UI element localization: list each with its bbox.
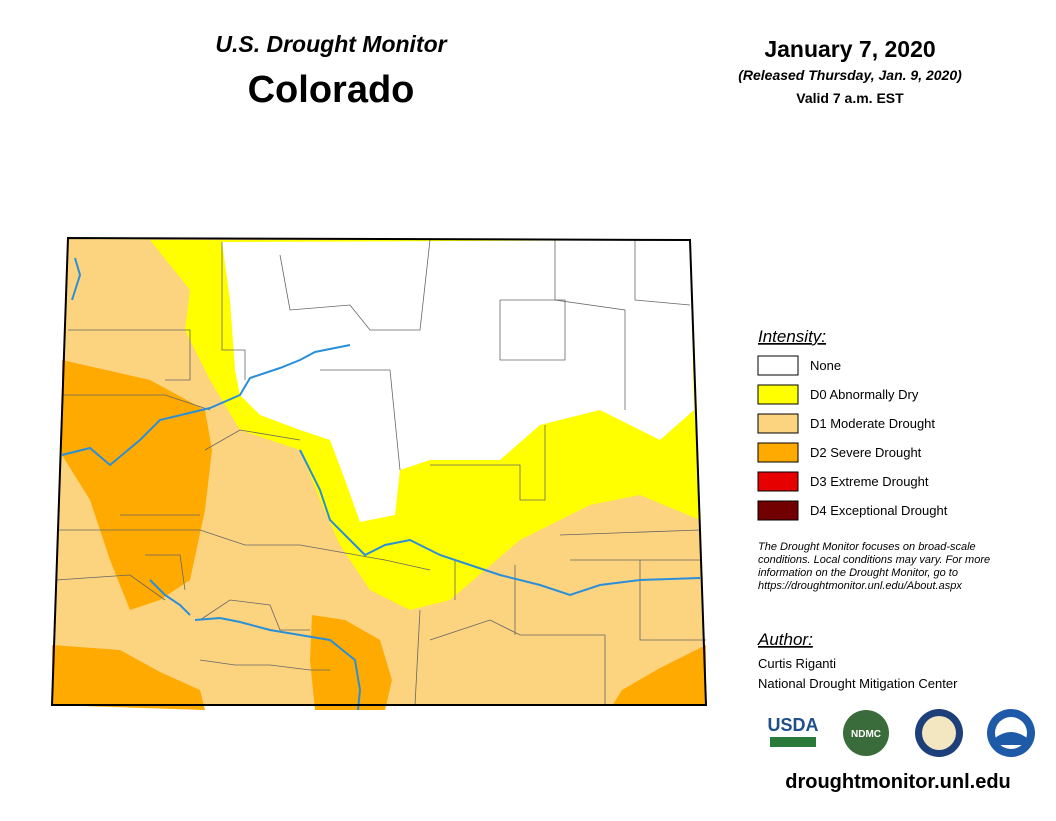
note: The Drought Monitor focuses on broad-sca… xyxy=(758,541,990,592)
released: (Released Thursday, Jan. 9, 2020) xyxy=(738,67,962,83)
d2-area xyxy=(310,615,392,710)
date: January 7, 2020 xyxy=(764,36,935,62)
author-line: National Drought Mitigation Center xyxy=(758,676,958,691)
legend-title: Intensity: xyxy=(758,327,826,346)
note-line: conditions. Local conditions may vary. F… xyxy=(758,554,990,566)
legend-swatch xyxy=(757,471,799,492)
legend: Intensity: None D0 Abnormally Dry D1 Moder… xyxy=(757,327,948,521)
d2-area xyxy=(612,645,706,706)
legend-label: D4 Exceptional Drought xyxy=(810,503,948,518)
legend-label: D2 Severe Drought xyxy=(810,445,922,460)
note-line: information on the Drought Monitor, go t… xyxy=(758,567,958,579)
d2-area xyxy=(52,645,205,710)
county-lines xyxy=(55,239,706,706)
ndmc-text: NDMC xyxy=(851,729,881,740)
usda-field xyxy=(770,737,816,747)
noaa-wave xyxy=(995,732,1027,745)
legend-swatch xyxy=(757,413,799,434)
note-line: https://droughtmonitor.unl.edu/About.asp… xyxy=(758,580,962,592)
none-area xyxy=(222,240,694,522)
legend-swatch xyxy=(757,355,799,376)
url: droughtmonitor.unl.edu xyxy=(785,771,1011,793)
legend-label: D0 Abnormally Dry xyxy=(810,387,919,402)
rivers xyxy=(61,257,701,711)
author-line: Curtis Riganti xyxy=(758,656,836,671)
state-outline xyxy=(50,236,708,706)
state-name: Colorado xyxy=(248,69,415,111)
usda-text: USDA xyxy=(767,715,818,735)
ndmc-logo xyxy=(843,710,889,756)
legend-label: D3 Extreme Drought xyxy=(810,474,929,489)
legend-swatch xyxy=(757,384,799,405)
legend-label: D1 Moderate Drought xyxy=(810,416,935,431)
author: Curtis Riganti National Drought Mitigatio… xyxy=(758,656,958,691)
logos: USDA NDMC xyxy=(767,709,1035,757)
valid: Valid 7 a.m. EST xyxy=(796,90,904,106)
legend-label: None xyxy=(810,358,841,373)
doc-logo-inner xyxy=(922,716,956,750)
note-line: The Drought Monitor focuses on broad-sca… xyxy=(758,541,976,553)
map xyxy=(50,236,708,711)
d2-area xyxy=(62,360,212,610)
legend-swatch xyxy=(757,500,799,521)
legend-swatch xyxy=(757,442,799,463)
author-title: Author: xyxy=(757,630,813,649)
title: U.S. Drought Monitor xyxy=(215,31,447,57)
